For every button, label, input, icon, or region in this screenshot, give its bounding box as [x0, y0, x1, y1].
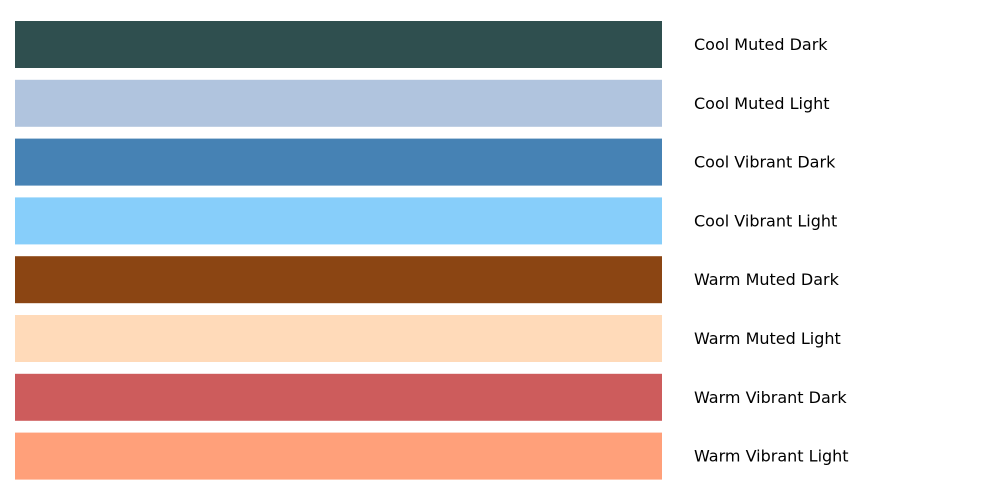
swatch-label: Warm Muted Dark: [694, 270, 840, 289]
swatch-bar: [15, 197, 662, 245]
swatch-bar: [15, 138, 662, 186]
swatch-labels: Cool Muted Dark Cool Muted Light Cool Vibr…: [694, 35, 849, 466]
swatch-label: Cool Vibrant Light: [694, 211, 837, 230]
swatch-label: Warm Vibrant Light: [694, 447, 849, 466]
swatch-bar: [15, 432, 662, 480]
swatch-label: Cool Muted Light: [694, 94, 830, 113]
swatch-label: Cool Vibrant Dark: [694, 153, 836, 172]
swatch-label: Cool Muted Dark: [694, 35, 828, 54]
swatch-bars: [15, 21, 662, 480]
swatch-bar: [15, 373, 662, 421]
swatch-bar: [15, 315, 662, 362]
swatch-bar: [15, 256, 662, 304]
swatch-bar: [15, 21, 662, 68]
swatch-bar: [15, 79, 662, 127]
swatch-label: Warm Vibrant Dark: [694, 388, 847, 407]
swatch-label: Warm Muted Light: [694, 329, 841, 348]
